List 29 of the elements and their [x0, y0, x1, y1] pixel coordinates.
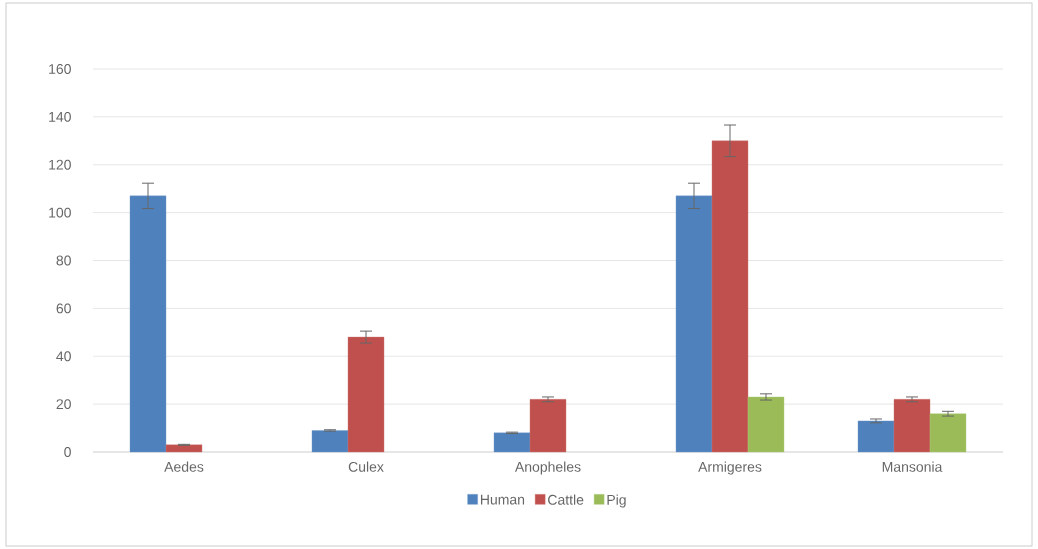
x-tick-label: Aedes [164, 461, 204, 472]
bar [747, 396, 785, 453]
x-tick-label: Anopheles [514, 461, 581, 475]
bar [711, 140, 749, 453]
y-tick-label: 160 [49, 64, 71, 74]
bar [893, 399, 931, 453]
y-tick-label: 20 [56, 399, 71, 410]
bar [347, 336, 385, 453]
bar [675, 195, 713, 453]
x-tick-label: Culex [348, 461, 384, 472]
bar [929, 413, 967, 453]
y-tick-label: 0 [64, 447, 71, 457]
bar [493, 432, 531, 453]
bar [311, 430, 349, 453]
y-tick-label: 60 [56, 303, 71, 314]
x-tick-label: Armigeres [698, 461, 762, 475]
legend-label: Human [480, 494, 525, 505]
x-tick-label: Mansonia [882, 461, 943, 472]
y-tick-label: 100 [49, 207, 71, 218]
y-tick-label: 80 [56, 255, 71, 266]
y-tick-label: 120 [49, 159, 71, 170]
bar [165, 444, 203, 453]
legend-label: Pig [607, 494, 626, 508]
bar [129, 195, 167, 453]
legend-label: Cattle [548, 494, 584, 505]
bar [529, 399, 567, 453]
y-tick-label: 140 [49, 111, 71, 122]
bar [857, 420, 895, 453]
y-tick-label: 40 [56, 351, 71, 362]
